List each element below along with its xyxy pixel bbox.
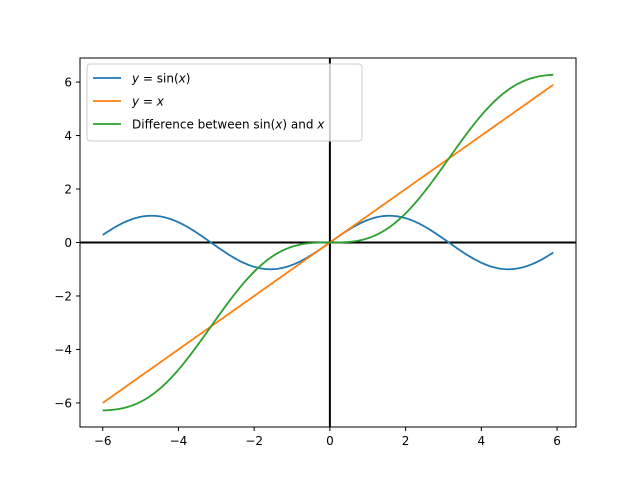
x-tick-label: 4 — [478, 434, 486, 448]
y-tick-label: 6 — [64, 76, 72, 90]
x-axis: −6 −4 −2 0 2 4 6 — [94, 427, 561, 448]
legend-label-2: y = x — [131, 95, 165, 109]
x-tick-label: 6 — [553, 434, 561, 448]
y-tick-label: 0 — [64, 236, 72, 250]
series-line-2 — [102, 84, 554, 404]
x-tick-label: 0 — [326, 434, 334, 448]
y-tick-label: 2 — [64, 183, 72, 197]
x-tick-label: −4 — [170, 434, 188, 448]
y-axis: −6 −4 −2 0 2 4 6 — [54, 76, 80, 410]
x-tick-label: −6 — [94, 434, 112, 448]
x-tick-label: −2 — [245, 434, 263, 448]
series-line-3 — [102, 73, 554, 412]
series-layer — [102, 73, 554, 412]
legend-label-1: y = sin(x) — [131, 72, 190, 86]
x-tick-label: 2 — [402, 434, 410, 448]
legend-box — [86, 63, 363, 142]
legend-label-3: Difference between sin(x) and x — [132, 118, 325, 132]
legend: y = sin(x) y = x Difference between sin(x)… — [86, 63, 363, 142]
y-tick-label: 4 — [64, 129, 72, 143]
y-tick-label: −2 — [54, 289, 72, 303]
y-tick-label: −4 — [54, 343, 72, 357]
y-tick-label: −6 — [54, 396, 72, 410]
